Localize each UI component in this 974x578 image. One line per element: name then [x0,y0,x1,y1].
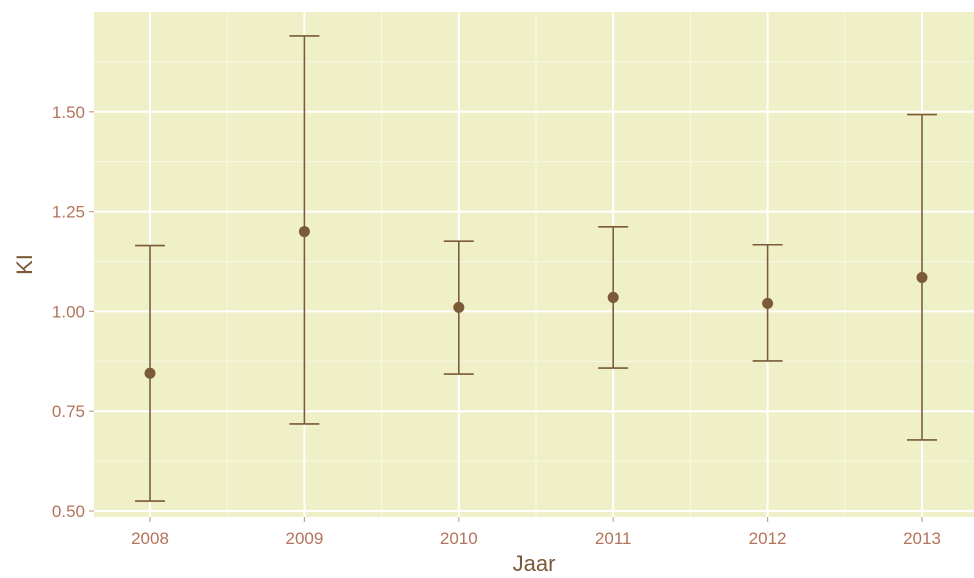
estimate-point [144,367,156,379]
y-tick-label: 0.50 [52,502,85,521]
plot-panel [94,12,974,517]
error-bars [135,35,937,502]
x-tick-label: 2013 [903,529,941,548]
y-tick-label: 1.50 [52,103,85,122]
x-tick-label: 2011 [595,529,632,548]
x-tick-label: 2010 [440,529,478,548]
axis-ticks: 0.50 0.75 1.00 1.25 1.50 2008 2009 2010 2011 2012… [52,103,941,548]
x-axis-title: Jaar [513,551,556,576]
estimate-point [762,297,774,309]
y-axis-title: KI [12,254,37,275]
x-tick-label: 2009 [285,529,323,548]
x-tick-label: 2012 [749,529,787,548]
estimate-point [607,291,619,303]
estimate-point [298,226,310,238]
y-tick-label: 1.25 [52,203,85,222]
y-tick-label: 0.75 [52,402,85,421]
estimate-point [453,301,465,313]
y-tick-label: 1.00 [52,302,85,321]
estimate-point [916,271,928,283]
x-tick-label: 2008 [131,529,169,548]
